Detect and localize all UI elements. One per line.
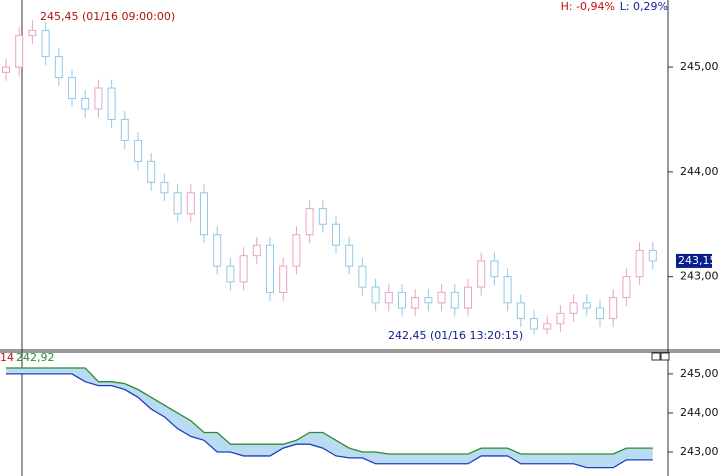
candle-body (543, 323, 552, 330)
candle-body (266, 244, 274, 293)
candle-body (68, 77, 76, 100)
y-tick-label: 245,00 (680, 367, 719, 380)
candle-body (200, 192, 208, 236)
candle-body (54, 56, 63, 79)
candle-body (411, 297, 420, 309)
candle-body (371, 286, 380, 304)
candle-body (556, 312, 565, 325)
candle-body (437, 291, 446, 304)
y-tick-label: 244,00 (680, 165, 719, 178)
candle-body (477, 260, 486, 288)
candle-body (134, 139, 142, 162)
candle-body (398, 291, 406, 309)
candle-body (107, 87, 116, 120)
candle-body (622, 276, 631, 299)
candle-body (173, 192, 182, 215)
candle-body (503, 276, 512, 304)
y-tick-label: 243,00 (680, 445, 719, 458)
candle-body (582, 302, 591, 309)
candle-body (41, 29, 50, 58)
candle-body (226, 265, 235, 283)
band-line (6, 373, 653, 469)
close-button[interactable] (660, 352, 670, 361)
period-label: 14 (0, 351, 14, 364)
minimize-button[interactable] (651, 352, 661, 361)
candle-body (81, 98, 90, 110)
y-tick-label: 244,00 (680, 406, 719, 419)
low-pct: L: 0,29% (620, 0, 668, 13)
y-tick-label: 245,00 (680, 60, 719, 73)
high-annotation: 245,45 (01/16 09:00:00) (40, 10, 175, 23)
candle-body (464, 286, 472, 309)
candle-body (213, 234, 222, 267)
candle-body (530, 318, 538, 330)
candle-body (94, 87, 103, 110)
candle-body (186, 192, 195, 215)
candle-body (609, 297, 618, 320)
candle-body (635, 249, 644, 278)
candle-body (345, 244, 354, 267)
candle-body (384, 291, 393, 304)
candle-body (596, 307, 604, 320)
band-fill (6, 368, 653, 468)
candle-body (648, 249, 657, 262)
last-price: 243,15 (678, 254, 717, 267)
candle-body (424, 297, 433, 304)
candle-body (279, 265, 288, 293)
last-price-box (676, 253, 712, 268)
candle-body (318, 208, 327, 225)
candle-body (305, 208, 314, 236)
candle-body (120, 118, 129, 141)
candle-body (450, 291, 459, 309)
y-tick-label: 243,00 (680, 270, 719, 283)
candle-body (2, 66, 10, 73)
band-line (6, 367, 653, 455)
candle-body (147, 160, 156, 183)
candle-body (358, 265, 367, 288)
high-pct: H: -0,94% (561, 0, 615, 13)
candle-body (15, 35, 24, 68)
candle-body (292, 234, 301, 267)
candle-body (516, 302, 525, 320)
candle-body (239, 255, 248, 283)
candle-body (252, 244, 261, 257)
candle-body (28, 29, 37, 37)
candle-body (490, 260, 499, 278)
current-label: 242,92 (16, 351, 55, 364)
candle-body (332, 223, 340, 246)
low-annotation: 242,45 (01/16 13:20:15) (388, 329, 523, 342)
candle-body (160, 181, 169, 194)
candle-body (569, 302, 578, 314)
